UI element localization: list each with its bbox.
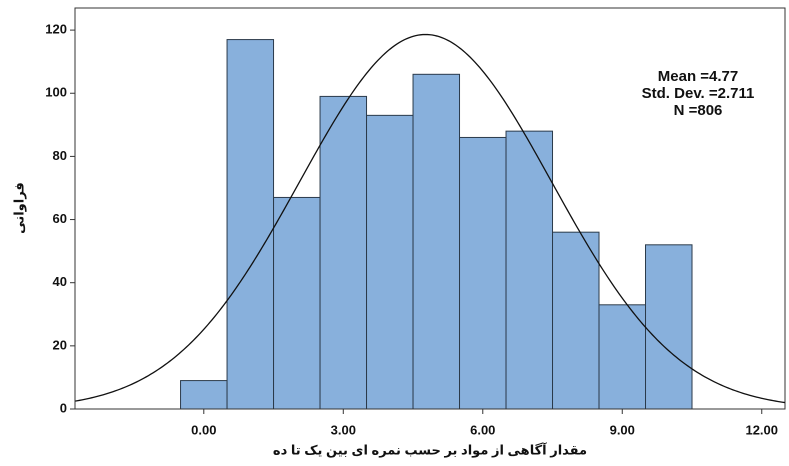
bar bbox=[367, 115, 413, 409]
y-tick-label: 80 bbox=[53, 148, 67, 163]
bar bbox=[274, 197, 320, 409]
y-tick-label: 20 bbox=[53, 337, 67, 352]
y-tick-label: 40 bbox=[53, 274, 67, 289]
chart: فراوانی مقدار آگاهی از مواد بر حسب نمره … bbox=[0, 0, 789, 466]
y-tick-label: 0 bbox=[60, 400, 67, 415]
bar bbox=[646, 245, 692, 409]
bar bbox=[413, 74, 459, 409]
stat-label: Mean =4.77 bbox=[658, 68, 738, 85]
bar bbox=[181, 381, 227, 409]
bar bbox=[599, 305, 645, 409]
x-tick-label: 0.00 bbox=[191, 422, 216, 437]
x-tick-label: 6.00 bbox=[470, 422, 495, 437]
y-axis-label: فراوانی bbox=[11, 182, 26, 234]
y-tick-label: 100 bbox=[45, 85, 67, 100]
x-tick-label: 3.00 bbox=[331, 422, 356, 437]
bar bbox=[227, 40, 273, 409]
stat-label: Std. Dev. =2.711 bbox=[642, 85, 755, 102]
bar bbox=[506, 131, 552, 409]
bar bbox=[553, 232, 599, 409]
bar bbox=[320, 96, 366, 409]
y-tick-label: 120 bbox=[45, 22, 67, 37]
bar bbox=[460, 137, 506, 409]
x-axis-label: مقدار آگاهی از مواد بر حسب نمره ای بین ی… bbox=[273, 441, 587, 457]
x-tick-label: 9.00 bbox=[610, 422, 635, 437]
y-tick-label: 60 bbox=[53, 211, 67, 226]
stat-label: N =806 bbox=[674, 102, 723, 119]
x-tick-label: 12.00 bbox=[745, 422, 778, 437]
